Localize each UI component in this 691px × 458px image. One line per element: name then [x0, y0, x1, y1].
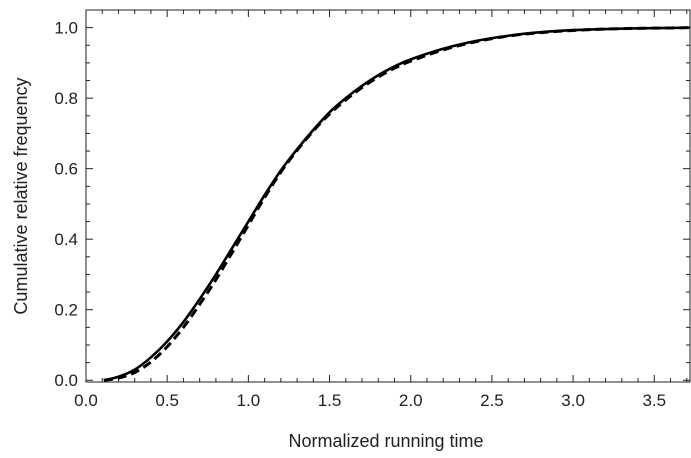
x-tick-label: 2.5	[480, 391, 504, 410]
x-tick-label: 3.0	[561, 391, 585, 410]
y-tick-label: 0.2	[54, 301, 78, 320]
y-axis-label: Cumulative relative frequency	[11, 77, 31, 314]
x-tick-label: 1.0	[237, 391, 261, 410]
y-tick-label: 0.6	[54, 160, 78, 179]
x-axis-label: Normalized running time	[288, 431, 483, 451]
series-layer	[103, 26, 691, 382]
plot-frame	[85, 9, 691, 383]
x-axis-ticks: 0.0 0.5 1.0 1.5 2.0 2.5 3.0 3.5	[74, 10, 688, 410]
y-tick-label: 1.0	[54, 19, 78, 38]
x-tick-label: 3.5	[642, 391, 666, 410]
x-tick-label: 0.5	[155, 391, 179, 410]
x-tick-label: 2.0	[399, 391, 423, 410]
y-tick-label: 0.4	[54, 230, 78, 249]
series-line-solid	[103, 26, 691, 382]
x-tick-label: 0.0	[74, 391, 98, 410]
y-tick-label: 0.8	[54, 89, 78, 108]
x-tick-label: 1.5	[318, 391, 342, 410]
y-axis-ticks: 0.0 0.2 0.4 0.6 0.8 1.0	[54, 19, 690, 390]
series-line-dashed	[103, 26, 691, 382]
y-tick-label: 0.0	[54, 371, 78, 390]
